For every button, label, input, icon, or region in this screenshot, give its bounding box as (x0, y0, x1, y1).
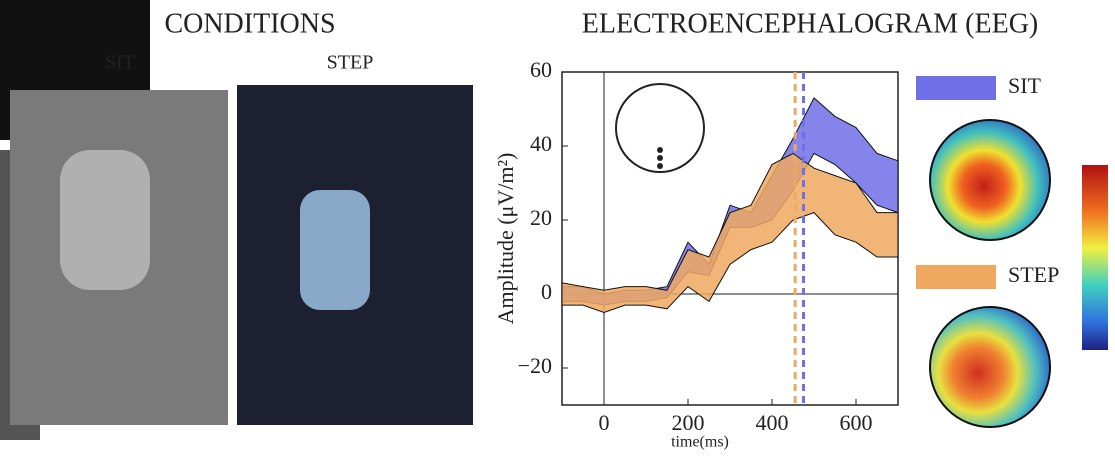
head-inset (615, 83, 705, 173)
photo-detail (60, 150, 150, 290)
x-tick-label: 0 (599, 410, 610, 435)
y-tick-label: −20 (518, 353, 552, 378)
y-tick-label: 60 (530, 57, 552, 82)
y-tick-label: 0 (541, 279, 552, 304)
topomap-step (929, 306, 1051, 428)
x-axis-label: time(ms) (671, 434, 729, 451)
y-axis-label: Amplitude (μV/m²) (493, 153, 518, 325)
chart-title: ELECTROENCEPHALOGRAM (EEG) (582, 8, 1039, 39)
amplitude-band (561, 152, 899, 314)
colorbar (1082, 165, 1108, 350)
legend-label: SIT (1008, 73, 1042, 98)
legend-label: STEP (1008, 262, 1059, 287)
y-tick-label: 40 (530, 131, 552, 156)
x-tick-label: 600 (840, 410, 873, 435)
legend-swatch (916, 265, 996, 289)
x-tick-label: 200 (672, 410, 705, 435)
x-tick-label: 400 (756, 410, 789, 435)
topomap-sit (929, 119, 1051, 241)
electrode (657, 163, 663, 169)
electrode (657, 155, 663, 161)
photo-detail (300, 190, 370, 310)
photo-label: SIT (105, 52, 135, 74)
y-tick-label: 20 (530, 205, 552, 230)
section-title: CONDITIONS (164, 8, 335, 39)
electrode (657, 147, 663, 153)
photo-label: STEP (327, 52, 374, 74)
legend-swatch (916, 76, 996, 100)
